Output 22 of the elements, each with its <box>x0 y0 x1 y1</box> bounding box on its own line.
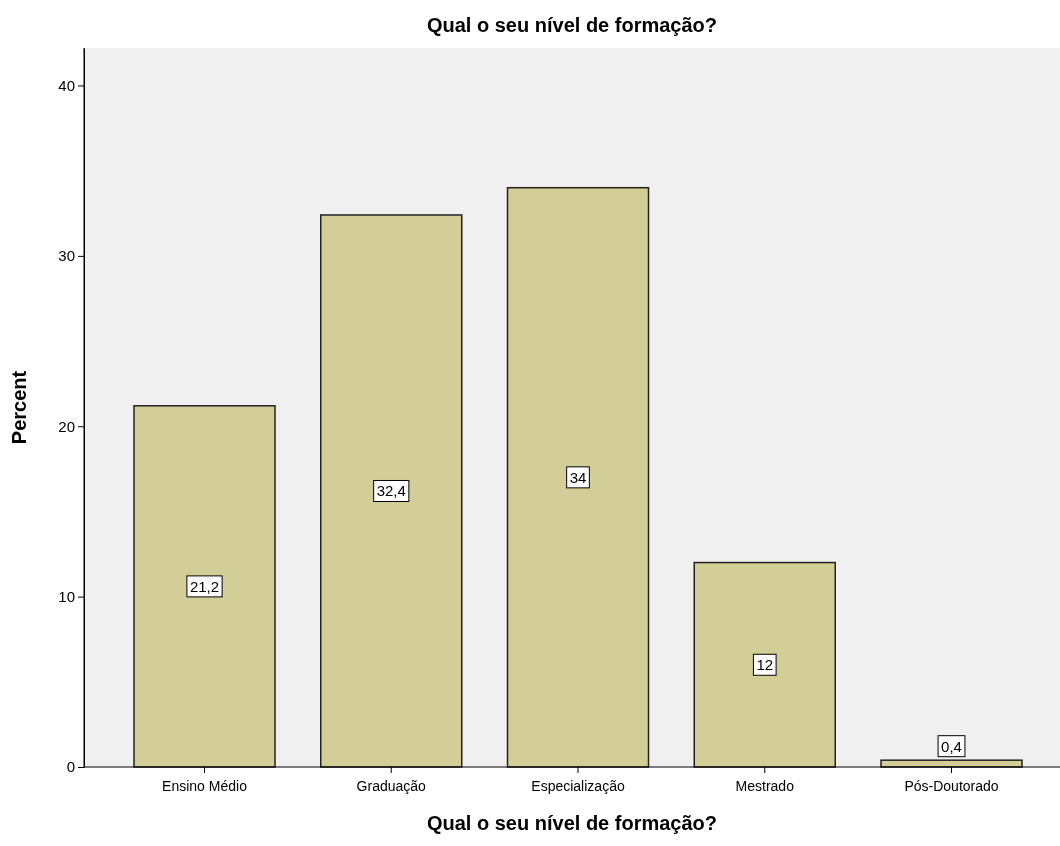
x-axis-title: Qual o seu nível de formação? <box>426 812 718 834</box>
x-tick-label: Ensino Médio <box>162 778 248 795</box>
data-label: 21,2 <box>189 577 220 595</box>
y-tick-label: 30 <box>58 247 75 265</box>
data-label: 34 <box>569 468 587 486</box>
bar <box>693 561 836 768</box>
x-tick-label: Pós-Doutorado <box>904 778 999 795</box>
x-tick-label: Mestrado <box>735 778 795 795</box>
y-tick-label: 10 <box>58 587 75 605</box>
x-tick-label: Especialização <box>531 778 625 795</box>
bar <box>320 214 463 768</box>
y-axis-title: Percent <box>8 370 30 445</box>
data-label: 0,4 <box>941 737 962 755</box>
data-label: 12 <box>756 656 774 674</box>
y-tick-label: 20 <box>58 417 75 435</box>
data-label: 32,4 <box>376 482 406 500</box>
bar <box>133 405 276 768</box>
x-tick-label: Graduação <box>356 778 427 795</box>
y-tick-label: 40 <box>58 76 75 94</box>
y-tick-label: 0 <box>66 758 75 776</box>
chart-title: Qual o seu nível de formação? <box>426 14 718 36</box>
bar <box>506 186 650 768</box>
